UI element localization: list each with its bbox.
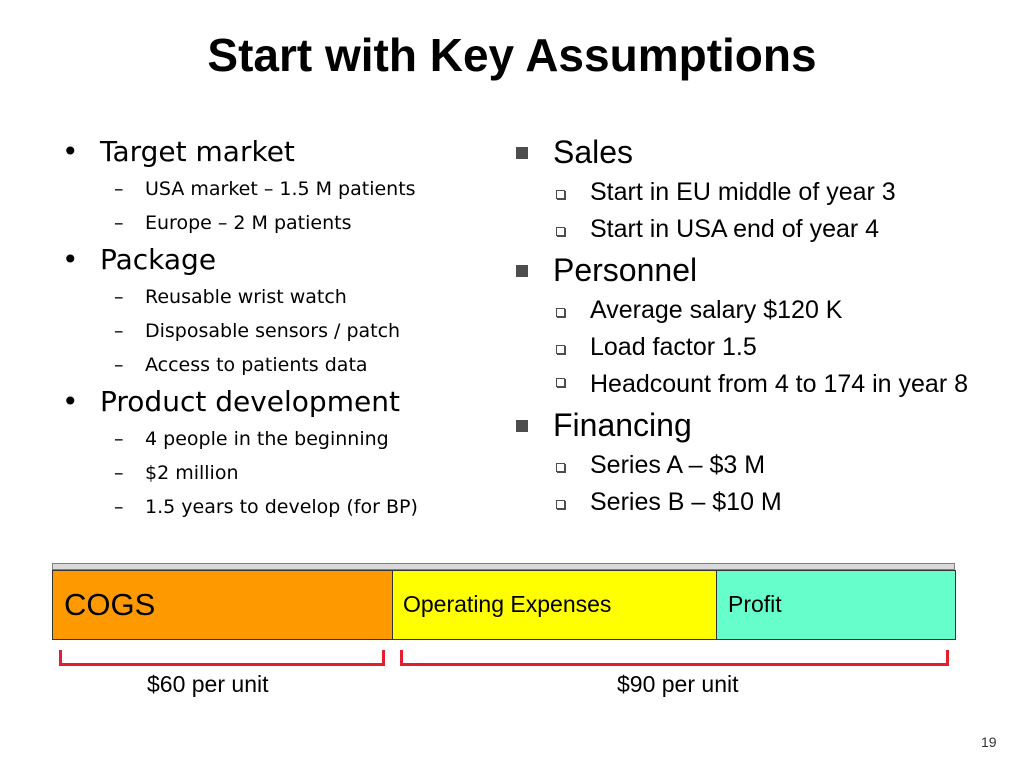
sub-bullet-headcount: Headcount from 4 to 174 in year 8 [514, 366, 974, 403]
bullet-sales: Sales [514, 130, 974, 174]
sub-bullet-usa-start: Start in USA end of year 4 [514, 211, 974, 248]
sub-bullet-salary: Average salary $120 K [514, 292, 974, 329]
hollow-square-bullet-icon [556, 463, 565, 472]
sub-bullet-label: Load factor 1.5 [590, 333, 757, 361]
cogs-price-label: $60 per unit [147, 671, 269, 697]
sub-bullet-label: Start in USA end of year 4 [590, 215, 880, 243]
sub-bullet-label: Headcount from 4 to 174 in year 8 [590, 370, 969, 398]
sub-bullet-label: Series A – $3 M [590, 451, 766, 479]
hollow-square-bullet-icon [556, 500, 565, 509]
sub-bullet-people: 4 people in the beginning [62, 422, 482, 456]
sub-bullet-wrist-watch: Reusable wrist watch [62, 280, 482, 314]
hollow-square-bullet-icon [556, 345, 565, 354]
right-bullet-list: Sales Start in EU middle of year 3 Start… [514, 130, 974, 521]
profit-label: Profit [728, 591, 782, 617]
bullet-label: Personnel [553, 252, 698, 288]
square-bullet-icon [516, 265, 528, 277]
page-number: 19 [981, 734, 997, 750]
opex-profit-price-label: $90 per unit [617, 671, 739, 697]
operating-expenses-label: Operating Expenses [403, 591, 612, 617]
hollow-square-bullet-icon [556, 190, 565, 199]
square-bullet-icon [516, 147, 528, 159]
sub-bullet-timeline: 1.5 years to develop (for BP) [62, 490, 482, 524]
sub-bullet-series-b: Series B – $10 M [514, 484, 974, 521]
square-bullet-icon [516, 420, 528, 432]
bullet-package: Package [62, 240, 482, 280]
bullet-target-market: Target market [62, 132, 482, 172]
left-bullet-list: Target market USA market – 1.5 M patient… [62, 132, 482, 524]
cogs-bracket [59, 650, 385, 666]
bullet-product-development: Product development [62, 382, 482, 422]
cogs-label: COGS [64, 587, 156, 622]
opex-profit-bracket [400, 650, 949, 666]
sub-bullet-patient-data: Access to patients data [62, 348, 482, 382]
slide-title: Start with Key Assumptions [207, 29, 817, 81]
bullet-label: Sales [553, 134, 634, 170]
sub-bullet-usa-market: USA market – 1.5 M patients [62, 172, 482, 206]
sub-bullet-label: Series B – $10 M [590, 488, 782, 516]
sub-bullet-series-a: Series A – $3 M [514, 447, 974, 484]
bullet-personnel: Personnel [514, 248, 974, 292]
sub-bullet-label: Average salary $120 K [590, 296, 843, 324]
profit-segment: Profit [716, 570, 956, 640]
sub-bullet-load-factor: Load factor 1.5 [514, 329, 974, 366]
cogs-segment: COGS [52, 570, 393, 640]
sub-bullet-label: Start in EU middle of year 3 [590, 178, 896, 206]
hollow-square-bullet-icon [556, 227, 565, 236]
hollow-square-bullet-icon [556, 378, 565, 387]
cost-bar-top-strip [52, 563, 955, 570]
sub-bullet-sensors: Disposable sensors / patch [62, 314, 482, 348]
operating-expenses-segment: Operating Expenses [392, 570, 717, 640]
sub-bullet-europe: Europe – 2 M patients [62, 206, 482, 240]
sub-bullet-eu-start: Start in EU middle of year 3 [514, 174, 974, 211]
bullet-label: Financing [553, 407, 692, 443]
bullet-financing: Financing [514, 403, 974, 447]
sub-bullet-budget: $2 million [62, 456, 482, 490]
hollow-square-bullet-icon [556, 308, 565, 317]
